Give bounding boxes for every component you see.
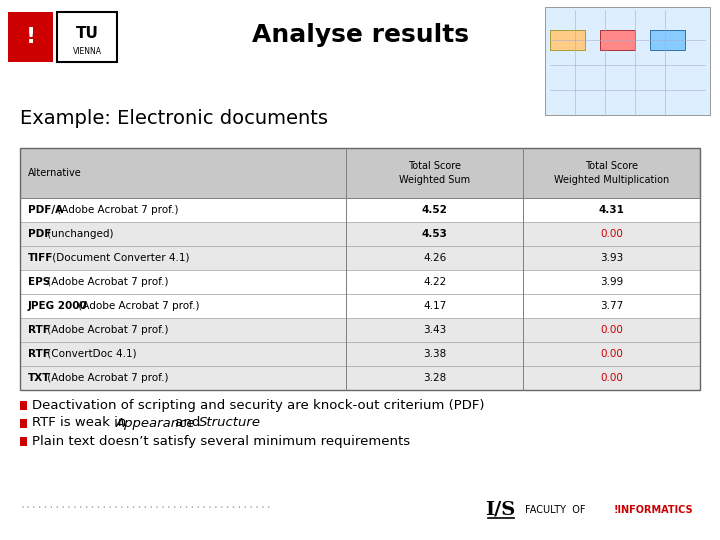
Text: 4.22: 4.22 xyxy=(423,277,446,287)
Bar xyxy=(346,342,523,366)
Bar xyxy=(20,437,27,446)
Bar xyxy=(20,270,346,294)
Text: 4.53: 4.53 xyxy=(422,229,448,239)
Bar xyxy=(346,318,523,342)
Text: (Adobe Acrobat 7 prof.): (Adobe Acrobat 7 prof.) xyxy=(75,301,199,311)
Text: !: ! xyxy=(25,27,35,47)
Bar xyxy=(523,342,700,366)
Text: Appearance: Appearance xyxy=(115,416,194,429)
Text: VIENNA: VIENNA xyxy=(73,48,102,57)
Text: 3.93: 3.93 xyxy=(600,253,624,263)
Text: RTF: RTF xyxy=(28,349,50,359)
Bar xyxy=(346,270,523,294)
Bar xyxy=(346,294,523,318)
Bar xyxy=(20,294,346,318)
Text: 3.28: 3.28 xyxy=(423,373,446,383)
Text: Deactivation of scripting and security are knock-out criterium (PDF): Deactivation of scripting and security a… xyxy=(32,399,485,411)
Text: TIFF: TIFF xyxy=(28,253,53,263)
Bar xyxy=(346,222,523,246)
Text: 4.26: 4.26 xyxy=(423,253,446,263)
Bar xyxy=(523,148,700,198)
Bar xyxy=(600,30,635,50)
Bar xyxy=(20,198,346,222)
Text: 3.43: 3.43 xyxy=(423,325,446,335)
Text: EPS: EPS xyxy=(28,277,50,287)
Text: (unchanged): (unchanged) xyxy=(44,229,113,239)
Text: 3.77: 3.77 xyxy=(600,301,624,311)
Text: PDF: PDF xyxy=(28,229,51,239)
Text: (Adobe Acrobat 7 prof.): (Adobe Acrobat 7 prof.) xyxy=(44,325,168,335)
Bar xyxy=(57,12,117,62)
Bar xyxy=(346,366,523,390)
Text: Example: Electronic documents: Example: Electronic documents xyxy=(20,109,328,127)
Text: Total Score
Weighted Sum: Total Score Weighted Sum xyxy=(399,161,470,185)
Bar xyxy=(20,401,27,410)
Text: 4.17: 4.17 xyxy=(423,301,446,311)
Bar xyxy=(550,30,585,50)
Bar xyxy=(523,246,700,270)
Bar xyxy=(20,366,346,390)
Text: and: and xyxy=(171,416,204,429)
Bar xyxy=(8,12,53,62)
Bar xyxy=(523,318,700,342)
Text: (Adobe Acrobat 7 prof.): (Adobe Acrobat 7 prof.) xyxy=(44,373,168,383)
Text: TU: TU xyxy=(76,26,99,42)
Bar xyxy=(20,148,700,390)
Bar xyxy=(523,270,700,294)
Text: RTF is weak in: RTF is weak in xyxy=(32,416,130,429)
Text: !INFORMATICS: !INFORMATICS xyxy=(614,505,693,515)
Bar xyxy=(523,366,700,390)
Bar xyxy=(20,318,346,342)
Text: ...........................................: ........................................… xyxy=(20,500,273,510)
Text: 4.31: 4.31 xyxy=(598,205,624,215)
Text: 4.52: 4.52 xyxy=(422,205,448,215)
Bar xyxy=(346,246,523,270)
Text: (Adobe Acrobat 7 prof.): (Adobe Acrobat 7 prof.) xyxy=(54,205,179,215)
Text: RTF: RTF xyxy=(28,325,50,335)
Bar xyxy=(523,294,700,318)
Bar xyxy=(650,30,685,50)
Text: Structure: Structure xyxy=(199,416,261,429)
Text: (Document Converter 4.1): (Document Converter 4.1) xyxy=(49,253,189,263)
Text: 0.00: 0.00 xyxy=(600,229,623,239)
Text: 0.00: 0.00 xyxy=(600,373,623,383)
Text: PDF/A: PDF/A xyxy=(28,205,63,215)
Bar xyxy=(20,148,346,198)
Bar xyxy=(20,342,346,366)
Text: Analyse results: Analyse results xyxy=(251,23,469,47)
Bar xyxy=(20,246,346,270)
Text: 0.00: 0.00 xyxy=(600,325,623,335)
Bar xyxy=(523,198,700,222)
Bar xyxy=(20,222,346,246)
Text: 3.99: 3.99 xyxy=(600,277,624,287)
Text: (ConvertDoc 4.1): (ConvertDoc 4.1) xyxy=(44,349,136,359)
Text: Alternative: Alternative xyxy=(28,168,82,178)
Text: JPEG 2000: JPEG 2000 xyxy=(28,301,88,311)
Text: 0.00: 0.00 xyxy=(600,349,623,359)
Bar xyxy=(346,198,523,222)
Text: Total Score
Weighted Multiplication: Total Score Weighted Multiplication xyxy=(554,161,669,185)
Text: TXT: TXT xyxy=(28,373,50,383)
Bar xyxy=(346,148,523,198)
Text: I/S: I/S xyxy=(485,501,515,519)
Bar xyxy=(545,7,710,115)
Text: FACULTY  OF: FACULTY OF xyxy=(525,505,585,515)
Bar xyxy=(523,222,700,246)
Bar xyxy=(20,419,27,428)
Text: 3.38: 3.38 xyxy=(423,349,446,359)
Text: (Adobe Acrobat 7 prof.): (Adobe Acrobat 7 prof.) xyxy=(44,277,168,287)
Text: Plain text doesn’t satisfy several minimum requirements: Plain text doesn’t satisfy several minim… xyxy=(32,435,410,448)
